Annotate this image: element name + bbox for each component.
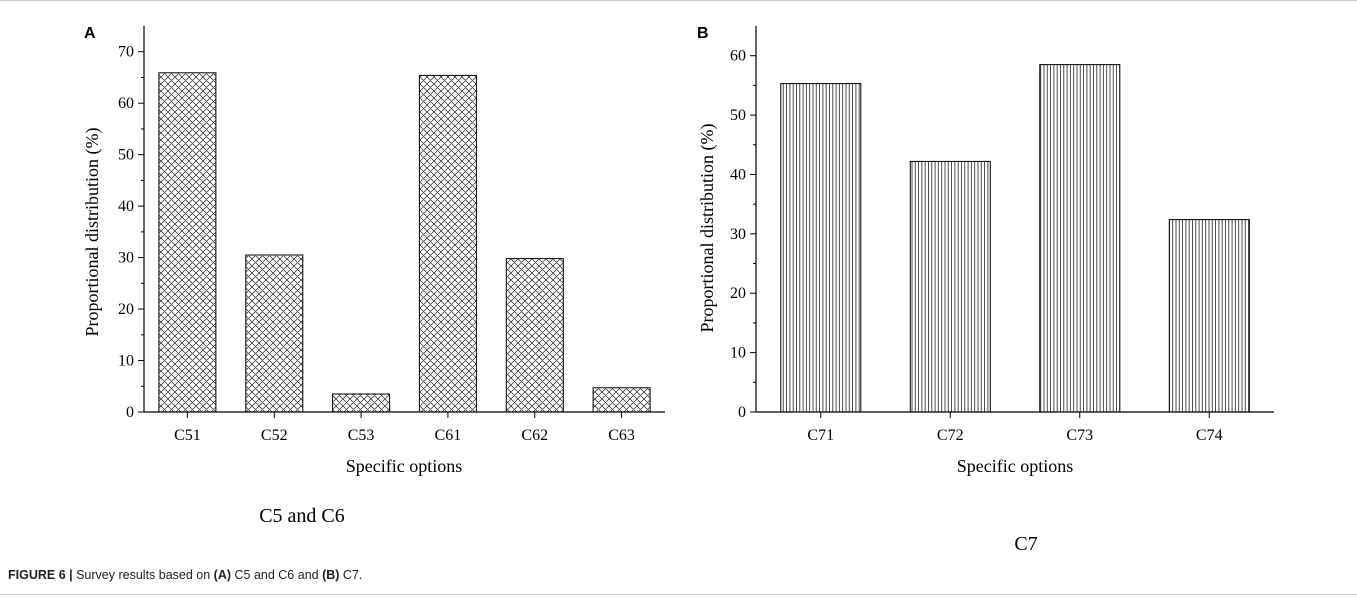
caption-text-2: C5 and C6 and (231, 568, 323, 582)
panel-a-x-tick-label-c51: C51 (174, 427, 201, 444)
panel-a-letter: A (84, 25, 96, 42)
panel-b-bar-c74 (1168, 219, 1250, 413)
panel-a-bar-c62 (505, 258, 564, 413)
panel-a-x-axis-label: Specific options (346, 456, 462, 476)
panel-a-y-tick-label: 20 (118, 301, 134, 318)
panel-a-y-axis-label: Proportional distribution (%) (82, 128, 103, 337)
panel-a-bar-c63 (592, 387, 651, 413)
panel-a-bars (158, 72, 651, 413)
panel-b-axes: 0 10 20 30 40 50 60 C71 C72 C73 C74 (730, 26, 1274, 444)
caption-ref-b: (B) (322, 568, 340, 582)
panel-a-chart: A 0 10 20 30 40 50 60 70 C51 C52 C53 C61 C62 C63 Spec… (82, 25, 665, 527)
panel-b-subtitle: C7 (1014, 533, 1037, 555)
panel-a-x-tick-label-c61: C61 (435, 427, 462, 444)
panel-b-bar-c71 (780, 83, 862, 413)
panel-b-y-tick-label: 20 (730, 285, 746, 302)
panel-a-y-tick-label: 10 (118, 353, 134, 370)
panel-b-y-tick-label: 50 (730, 107, 746, 124)
panel-b-letter: B (697, 25, 709, 42)
panel-b-x-axis-label: Specific options (957, 456, 1073, 476)
panel-b-y-tick-label: 10 (730, 345, 746, 362)
panel-a-y-tick-label: 30 (118, 250, 134, 267)
caption-text-3: C7. (339, 568, 363, 582)
panel-a-x-tick-label-c52: C52 (261, 427, 288, 444)
panel-a-x-tick-label-c62: C62 (521, 427, 548, 444)
panel-a-bar-c51 (158, 72, 217, 413)
panel-a-x-tick-label-c63: C63 (608, 427, 635, 444)
panel-b-y-tick-label: 30 (730, 226, 746, 243)
panel-a-bar-c52 (245, 254, 304, 413)
panel-a-y-tick-label: 0 (126, 404, 134, 421)
panel-a-bar-c53 (332, 393, 391, 413)
panel-a-y-tick-label: 60 (118, 95, 134, 112)
panel-b-chart: B 0 10 20 30 40 50 60 C71 C72 C73 C74 Specific opt… (697, 25, 1274, 555)
panel-b-y-tick-label: 0 (738, 404, 746, 421)
panel-b-bars (780, 64, 1250, 413)
panel-b-y-axis-label: Proportional distribution (%) (697, 124, 718, 333)
panel-a-subtitle: C5 and C6 (259, 505, 345, 527)
caption-label: FIGURE 6 | (8, 568, 73, 582)
panel-b-x-tick-label-c71: C71 (807, 427, 834, 444)
panel-a-y-tick-label: 70 (118, 44, 134, 61)
panel-b-bar-c72 (909, 160, 991, 413)
panel-b-y-tick-label: 60 (730, 48, 746, 65)
panel-b-x-tick-label-c72: C72 (937, 427, 964, 444)
panel-b-x-tick-label-c74: C74 (1196, 427, 1223, 444)
panel-b-y-tick-label: 40 (730, 166, 746, 183)
panel-a-axes: 0 10 20 30 40 50 60 70 C51 C52 C53 C61 C62 C63 (118, 26, 665, 444)
panel-b-x-tick-label-c73: C73 (1066, 427, 1093, 444)
caption-text-1: Survey results based on (72, 568, 214, 582)
figure-caption: FIGURE 6 | Survey results based on (A) C… (8, 568, 1348, 582)
panel-a-x-tick-label-c53: C53 (348, 427, 375, 444)
figure-top-border (0, 0, 1357, 1)
panel-a-y-tick-label: 40 (118, 198, 134, 215)
panel-b-bar-c73 (1039, 64, 1121, 413)
panel-a-y-tick-label: 50 (118, 147, 134, 164)
figure-bottom-border (0, 594, 1357, 595)
panel-a-bar-c61 (418, 74, 477, 413)
caption-ref-a: (A) (213, 568, 232, 582)
